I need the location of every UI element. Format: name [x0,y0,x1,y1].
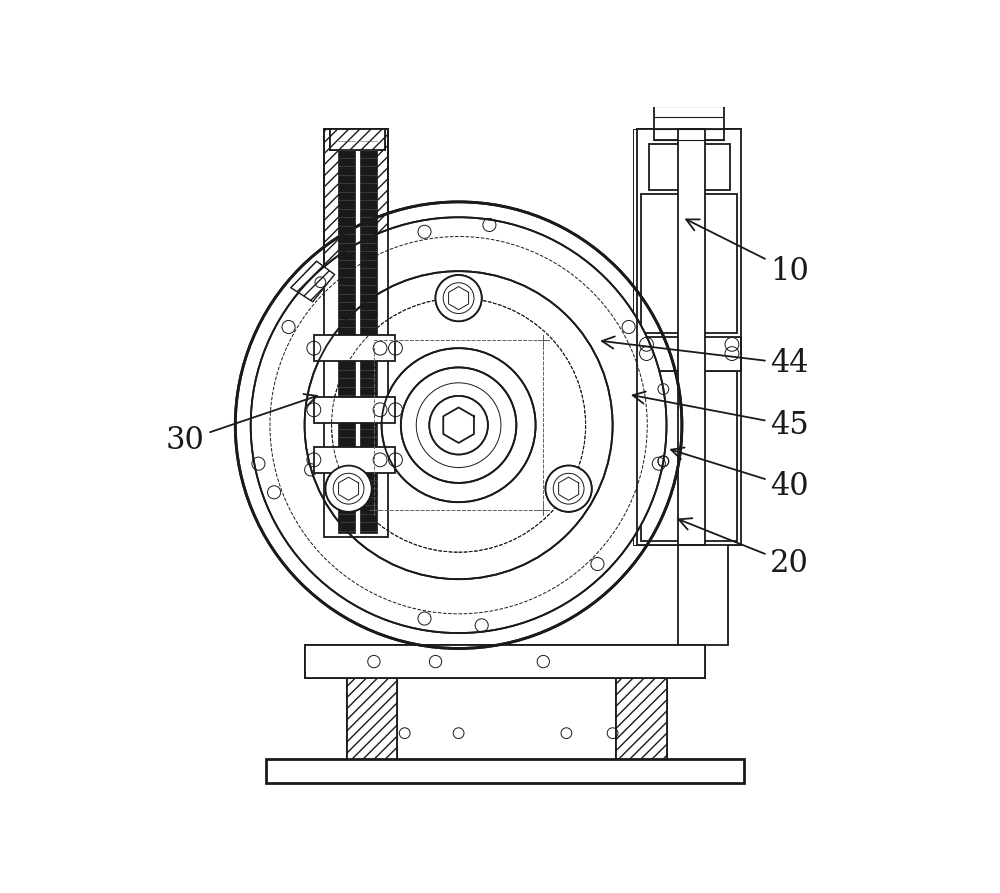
Bar [305,646,705,678]
Bar [637,129,780,545]
Bar [266,758,744,783]
Bar [637,129,741,545]
Circle shape [251,217,666,633]
Bar [616,678,667,758]
Circle shape [373,341,387,355]
Circle shape [382,348,536,502]
Bar [347,678,397,758]
Polygon shape [291,262,334,302]
Circle shape [435,275,482,321]
Bar [616,678,667,758]
Circle shape [546,465,592,512]
Circle shape [373,453,387,467]
Bar [637,337,741,371]
Circle shape [443,283,474,313]
Bar [633,129,645,545]
Circle shape [333,473,364,504]
Bar [678,129,728,646]
Circle shape [553,473,584,504]
Text: 20: 20 [679,518,809,580]
Bar [649,144,730,190]
Bar [678,129,705,545]
Bar [305,371,324,479]
Bar [314,446,395,473]
Text: 40: 40 [671,447,809,502]
Bar [641,371,737,540]
Bar [374,340,543,510]
Circle shape [443,283,474,313]
Text: 45: 45 [633,391,809,440]
Bar [338,132,355,533]
Circle shape [429,396,488,455]
Bar [654,75,724,140]
Circle shape [325,465,372,512]
Text: 10: 10 [686,220,809,287]
Circle shape [325,465,372,512]
Bar [360,132,377,533]
Circle shape [429,396,488,455]
Bar [654,75,724,94]
Bar [641,194,737,333]
Circle shape [333,473,364,504]
Bar [324,129,388,537]
Bar [330,129,385,150]
Polygon shape [291,262,334,302]
Circle shape [435,275,482,321]
Circle shape [305,271,613,580]
Bar [314,396,395,423]
Text: 30: 30 [166,394,317,456]
Circle shape [546,465,592,512]
Bar [369,129,388,537]
Bar [347,678,397,758]
Bar [314,335,395,362]
Circle shape [401,367,516,483]
Bar [330,129,385,150]
Bar [305,646,705,678]
Circle shape [553,473,584,504]
Bar [374,340,543,510]
Bar [637,129,741,545]
Bar [324,129,343,537]
Text: 44: 44 [602,337,809,379]
Circle shape [373,403,387,417]
